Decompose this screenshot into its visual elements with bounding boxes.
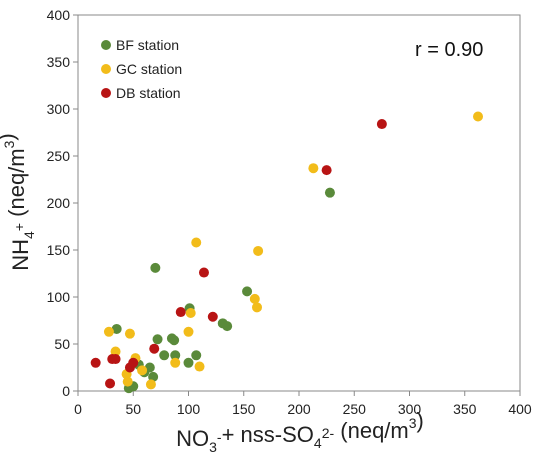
data-point xyxy=(122,376,133,387)
data-points xyxy=(90,111,484,394)
data-point xyxy=(90,357,101,368)
x-tick-label: 300 xyxy=(398,401,422,417)
data-point xyxy=(473,111,484,122)
data-point xyxy=(170,357,181,368)
data-point xyxy=(111,323,122,334)
data-point xyxy=(194,361,205,372)
data-point xyxy=(144,362,155,373)
legend-marker xyxy=(101,40,111,50)
data-point xyxy=(185,307,196,318)
data-point xyxy=(249,293,260,304)
plot-area xyxy=(77,14,521,392)
data-point xyxy=(110,354,121,365)
y-tick-label: 200 xyxy=(47,195,71,211)
legend-label: DB station xyxy=(116,85,181,101)
y-axis-title: NH4+ (neq/m3) xyxy=(0,133,37,270)
y-tick-label: 350 xyxy=(47,54,71,70)
y-tick-label: 100 xyxy=(47,289,71,305)
x-tick-label: 0 xyxy=(74,401,82,417)
data-point xyxy=(149,343,160,354)
data-point xyxy=(150,262,161,273)
y-tick-label: 150 xyxy=(47,242,71,258)
y-tick-label: 250 xyxy=(47,148,71,164)
y-tick-label: 300 xyxy=(47,101,71,117)
data-point xyxy=(103,326,114,337)
data-point xyxy=(253,245,264,256)
y-tick-label: 50 xyxy=(54,336,70,352)
x-tick-label: 200 xyxy=(287,401,311,417)
data-point xyxy=(252,302,263,313)
data-point xyxy=(376,119,387,130)
x-axis-title: NO3-+ nss-SO42- (neq/m3) xyxy=(176,408,424,455)
x-tick-label: 400 xyxy=(508,401,532,417)
legend-label: BF station xyxy=(116,37,179,53)
data-point xyxy=(321,165,332,176)
x-tick-label: 100 xyxy=(177,401,201,417)
data-point xyxy=(191,237,202,248)
data-point xyxy=(175,307,186,318)
correlation-annotation: r = 0.90 xyxy=(415,39,483,61)
y-tick-label: 400 xyxy=(47,7,71,23)
data-point xyxy=(169,335,180,346)
data-point xyxy=(148,371,159,382)
data-point xyxy=(137,365,148,376)
data-point xyxy=(183,357,194,368)
legend-label: GC station xyxy=(116,61,182,77)
data-point xyxy=(170,350,181,361)
legend: BF station GC station DB station xyxy=(101,37,182,101)
data-point xyxy=(110,346,121,357)
y-tick-label: 0 xyxy=(62,383,70,399)
legend-marker xyxy=(101,64,111,74)
data-point xyxy=(207,311,218,322)
x-tick-group: 0 50 100 150 200 250 300 350 400 xyxy=(74,391,532,417)
x-tick-label: 150 xyxy=(232,401,256,417)
data-point xyxy=(145,379,156,390)
data-point xyxy=(183,326,194,337)
x-tick-label: 250 xyxy=(343,401,367,417)
data-point xyxy=(242,286,253,297)
data-point xyxy=(105,378,116,389)
data-point xyxy=(324,187,335,198)
data-point xyxy=(159,350,170,361)
data-point xyxy=(308,163,319,174)
x-tick-label: 50 xyxy=(125,401,141,417)
legend-marker xyxy=(101,88,111,98)
data-point xyxy=(191,350,202,361)
x-tick-label: 350 xyxy=(453,401,477,417)
y-tick-group: 0 50 100 150 200 250 300 350 400 xyxy=(47,7,78,399)
data-point xyxy=(124,328,135,339)
data-point xyxy=(198,267,209,278)
data-point xyxy=(128,357,139,368)
data-point xyxy=(152,334,163,345)
data-point xyxy=(222,321,233,332)
